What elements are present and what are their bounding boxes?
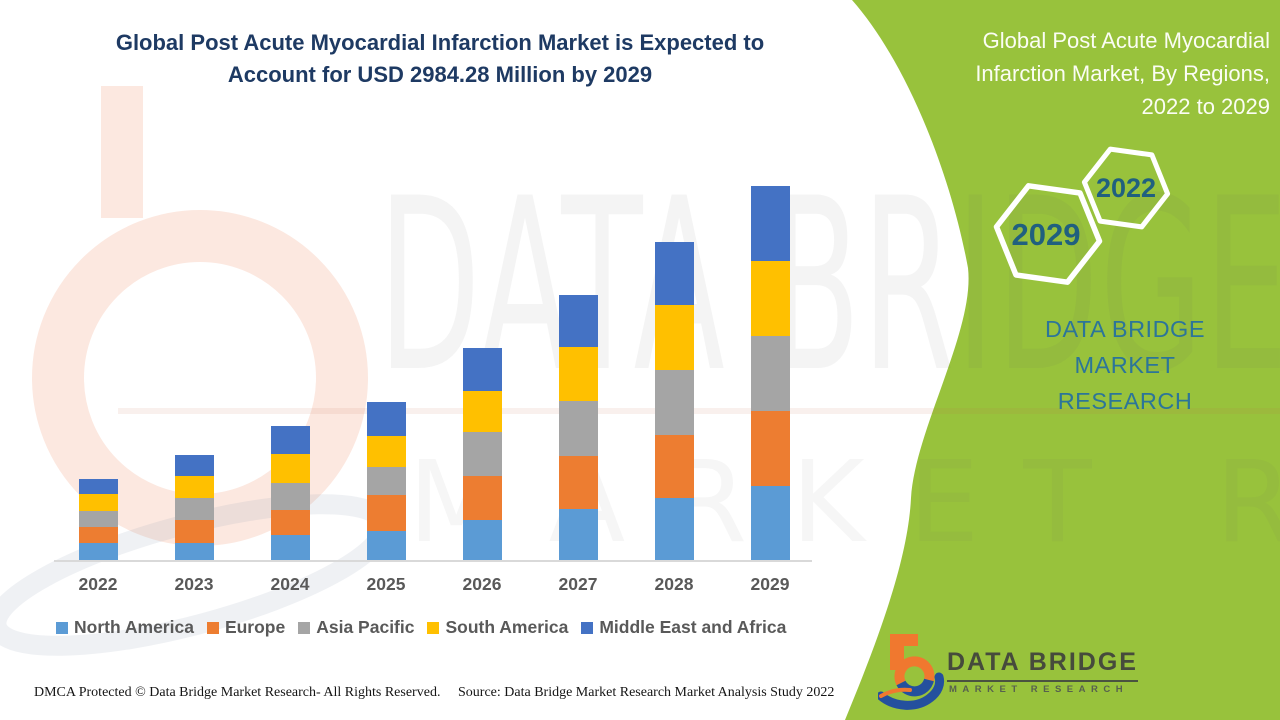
hex-badge-2029-label: 2029: [1012, 217, 1081, 252]
data-bridge-logo-icon: [878, 634, 945, 710]
bar-segment-middle-east-and-africa: [750, 186, 790, 261]
bar-2029: [750, 186, 790, 561]
footer-source-text: Source: Data Bridge Market Research Mark…: [458, 685, 835, 700]
legend-label: Europe: [224, 617, 286, 637]
brand-text-line1: DATA BRIDGE MARKET: [1044, 316, 1206, 378]
bar-segment-south-america: [270, 454, 310, 483]
brand-text: DATA BRIDGE MARKET RESEARCH: [995, 311, 1255, 419]
chart-title-line1: Global Post Acute Myocardial Infarction …: [115, 30, 765, 55]
bar-segment-south-america: [750, 260, 790, 336]
green-panel-shape: [845, 0, 1280, 720]
chart-title: Global Post Acute Myocardial Infarction …: [60, 27, 820, 91]
x-axis-label-2029: 2029: [750, 574, 790, 594]
x-axis-line: [54, 560, 812, 562]
chart-legend: North America Europe Asia Pacific South Ame…: [56, 617, 786, 638]
bar-segment-south-america: [558, 346, 598, 401]
bar-segment-north-america: [750, 486, 790, 561]
bar-2022: [78, 478, 118, 561]
legend-item-south-america: South America: [427, 617, 568, 638]
legend-swatch-icon: [206, 621, 219, 634]
bar-segment-asia-pacific: [654, 370, 694, 435]
logo-wordmark: DATA BRIDGE: [947, 648, 1138, 682]
bar-2025: [366, 401, 406, 561]
bar-segment-europe: [750, 411, 790, 487]
bar-segment-asia-pacific: [366, 466, 406, 495]
bar-segment-europe: [78, 526, 118, 544]
bar-segment-europe: [174, 519, 214, 543]
bar-segment-south-america: [78, 494, 118, 511]
bar-segment-europe: [654, 434, 694, 499]
bar-segment-asia-pacific: [78, 510, 118, 527]
bar-segment-middle-east-and-africa: [366, 401, 406, 436]
bar-segment-middle-east-and-africa: [270, 426, 310, 455]
chart-title-line2: Account for USD 2984.28 Million by 2029: [227, 62, 653, 87]
bar-segment-europe: [462, 476, 502, 521]
bar-segment-north-america: [462, 520, 502, 561]
bar-segment-north-america: [78, 543, 118, 561]
legend-swatch-icon: [427, 621, 440, 634]
bar-segment-north-america: [270, 534, 310, 561]
x-axis-label-2025: 2025: [366, 574, 406, 594]
legend-item-asia-pacific: Asia Pacific: [298, 617, 414, 638]
footer-dmca-text: DMCA Protected © Data Bridge Market Rese…: [34, 685, 441, 700]
x-axis-label-2024: 2024: [270, 574, 310, 594]
bar-segment-europe: [558, 456, 598, 510]
bar-segment-middle-east-and-africa: [462, 348, 502, 391]
bar-segment-north-america: [558, 509, 598, 561]
x-axis-label-2027: 2027: [558, 574, 598, 594]
legend-swatch-icon: [298, 621, 311, 634]
legend-label: Asia Pacific: [316, 617, 415, 637]
bar-segment-middle-east-and-africa: [654, 241, 694, 306]
legend-item-middle-east-and-africa: Middle East and Africa: [581, 617, 786, 638]
bar-segment-south-america: [654, 305, 694, 371]
bar-segment-middle-east-and-africa: [558, 295, 598, 347]
bar-segment-middle-east-and-africa: [174, 454, 214, 476]
hexagon-2029: [993, 183, 1103, 285]
legend-item-north-america: North America: [56, 617, 194, 638]
bar-segment-north-america: [366, 530, 406, 561]
bar-segment-europe: [270, 509, 310, 535]
bar-segment-middle-east-and-africa: [78, 478, 118, 495]
bar-segment-south-america: [174, 475, 214, 499]
bar-segment-asia-pacific: [174, 498, 214, 520]
x-axis-label-2023: 2023: [174, 574, 214, 594]
x-axis-label-2028: 2028: [654, 574, 694, 594]
logo-tagline: MARKET RESEARCH: [949, 684, 1129, 695]
bar-2024: [270, 426, 310, 561]
legend-swatch-icon: [56, 621, 68, 634]
bar-2023: [174, 454, 214, 561]
legend-label: Middle East and Africa: [599, 617, 787, 637]
hex-badge-2022-label: 2022: [1096, 173, 1156, 203]
bar-segment-south-america: [462, 390, 502, 432]
bar-segment-asia-pacific: [270, 483, 310, 510]
legend-label: North America: [74, 617, 194, 637]
bar-segment-north-america: [174, 542, 214, 561]
bar-segment-south-america: [366, 435, 406, 467]
x-axis-label-2026: 2026: [462, 574, 502, 594]
brand-text-line2: RESEARCH: [1057, 388, 1193, 414]
legend-label: South America: [445, 617, 569, 637]
bar-2027: [558, 295, 598, 561]
bar-segment-north-america: [654, 498, 694, 561]
hexagon-2022: [1081, 146, 1171, 230]
side-panel-title: Global Post Acute Myocardial Infarction …: [975, 28, 1270, 119]
x-axis-label-2022: 2022: [78, 574, 118, 594]
bar-2026: [462, 348, 502, 561]
bar-segment-europe: [366, 494, 406, 531]
legend-swatch-icon: [581, 621, 594, 634]
bar-2028: [654, 241, 694, 561]
bar-segment-asia-pacific: [750, 335, 790, 412]
legend-item-europe: Europe: [206, 617, 286, 638]
bar-segment-asia-pacific: [462, 431, 502, 477]
bar-segment-asia-pacific: [558, 400, 598, 457]
